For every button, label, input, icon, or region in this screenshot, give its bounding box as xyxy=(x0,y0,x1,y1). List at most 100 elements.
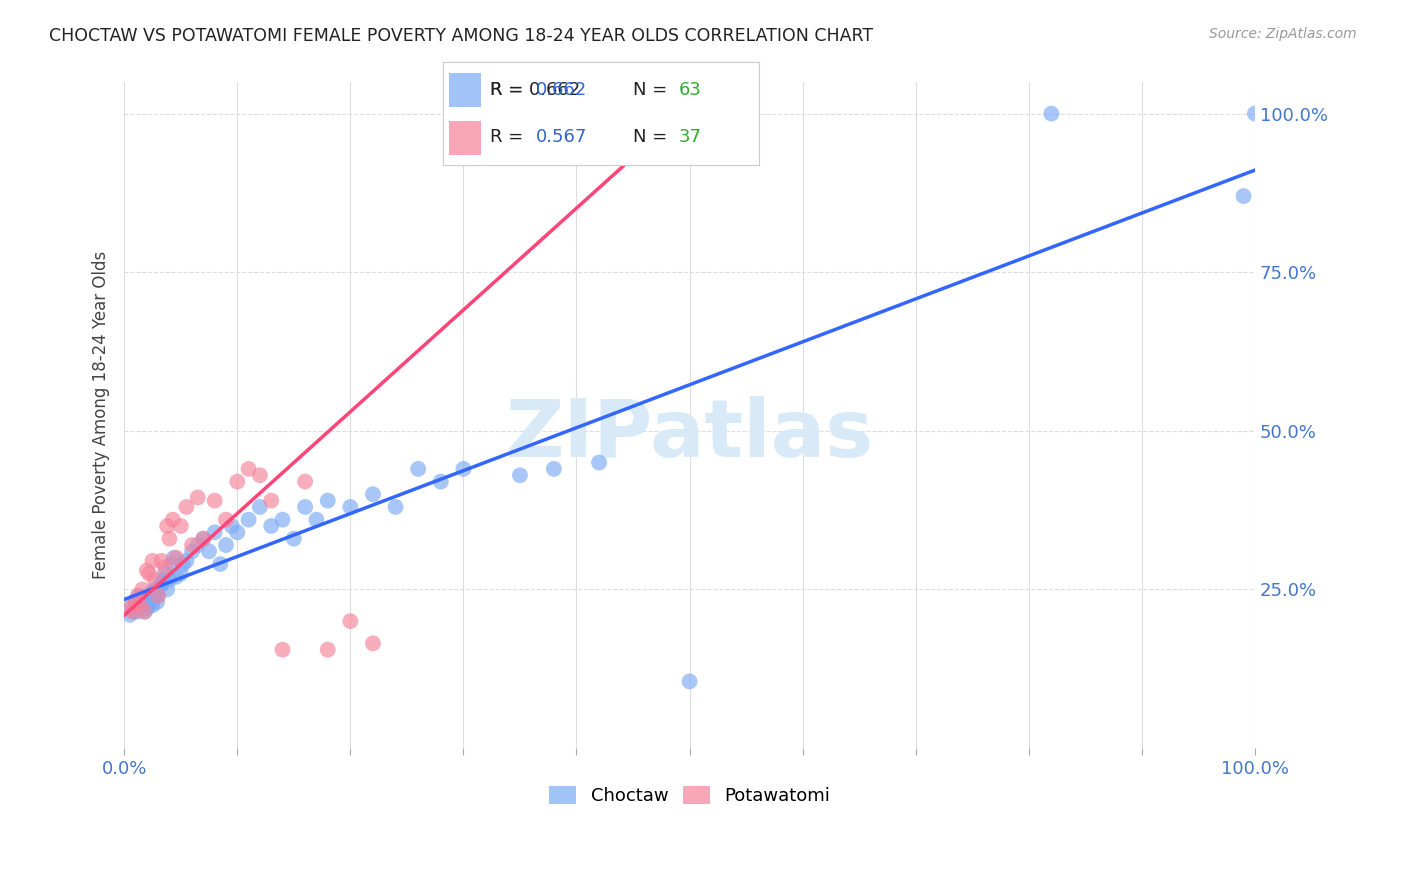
Point xyxy=(138,599,160,613)
Point xyxy=(160,557,183,571)
Point xyxy=(146,595,169,609)
Point xyxy=(226,475,249,489)
Point xyxy=(271,642,294,657)
Bar xyxy=(450,121,481,155)
Point xyxy=(193,532,215,546)
Point xyxy=(193,532,215,546)
Point xyxy=(305,513,328,527)
Point xyxy=(1244,106,1267,120)
Point xyxy=(142,591,165,606)
Point xyxy=(453,462,475,476)
Point xyxy=(150,576,173,591)
Point xyxy=(215,538,238,552)
Point xyxy=(678,674,700,689)
Point xyxy=(316,493,339,508)
Point xyxy=(156,519,179,533)
Point xyxy=(209,557,232,571)
Point xyxy=(249,500,271,514)
Point xyxy=(198,544,221,558)
Point xyxy=(131,599,153,613)
Point xyxy=(260,519,283,533)
Point xyxy=(406,462,429,476)
Point xyxy=(181,538,204,552)
Text: N =: N = xyxy=(633,81,672,99)
Point xyxy=(204,493,226,508)
Point xyxy=(163,550,186,565)
Point xyxy=(129,599,152,613)
Text: 0.662: 0.662 xyxy=(536,81,588,99)
Legend: Choctaw, Potawatomi: Choctaw, Potawatomi xyxy=(541,779,837,813)
Point xyxy=(187,491,209,505)
Point xyxy=(153,560,176,574)
Point xyxy=(361,487,384,501)
Point xyxy=(122,605,145,619)
Point xyxy=(226,525,249,540)
Point xyxy=(122,605,145,619)
Point xyxy=(131,582,153,597)
Point xyxy=(1040,106,1063,120)
Point xyxy=(548,106,571,120)
Text: R =: R = xyxy=(491,128,529,146)
Point xyxy=(153,566,176,581)
Point xyxy=(134,605,156,619)
Point xyxy=(509,468,531,483)
Point xyxy=(135,595,157,609)
Point xyxy=(339,500,361,514)
Point xyxy=(139,595,162,609)
Point xyxy=(146,589,169,603)
Point xyxy=(124,595,146,609)
Point xyxy=(204,525,226,540)
Point xyxy=(159,573,181,587)
Point xyxy=(129,591,152,606)
Point xyxy=(135,601,157,615)
Point xyxy=(124,601,146,615)
Point xyxy=(1232,189,1254,203)
Point xyxy=(260,493,283,508)
Point xyxy=(221,519,243,533)
Point xyxy=(145,589,167,603)
Point xyxy=(118,607,141,622)
Text: 0.567: 0.567 xyxy=(536,128,588,146)
Point xyxy=(294,500,316,514)
Point xyxy=(588,456,610,470)
Point xyxy=(162,513,184,527)
Text: 37: 37 xyxy=(679,128,702,146)
Point xyxy=(159,532,181,546)
Point xyxy=(249,468,271,483)
Point xyxy=(170,566,193,581)
Point xyxy=(181,544,204,558)
Point xyxy=(215,513,238,527)
Point xyxy=(149,579,172,593)
Point xyxy=(143,573,166,587)
Point xyxy=(165,570,187,584)
Text: N =: N = xyxy=(633,128,672,146)
Point xyxy=(361,636,384,650)
Point xyxy=(121,599,143,613)
Point xyxy=(138,566,160,581)
Point xyxy=(316,642,339,657)
Point xyxy=(127,589,149,603)
Point xyxy=(187,538,209,552)
Point xyxy=(118,601,141,615)
Point xyxy=(283,532,305,546)
Point xyxy=(127,605,149,619)
Point xyxy=(124,595,146,609)
Point xyxy=(176,554,198,568)
Point xyxy=(135,563,157,577)
Point xyxy=(152,573,174,587)
Point xyxy=(430,475,453,489)
Text: CHOCTAW VS POTAWATOMI FEMALE POVERTY AMONG 18-24 YEAR OLDS CORRELATION CHART: CHOCTAW VS POTAWATOMI FEMALE POVERTY AMO… xyxy=(49,27,873,45)
Text: 63: 63 xyxy=(679,81,702,99)
Y-axis label: Female Poverty Among 18-24 Year Olds: Female Poverty Among 18-24 Year Olds xyxy=(93,251,110,579)
Point xyxy=(238,513,260,527)
Point xyxy=(238,462,260,476)
Point xyxy=(515,106,537,120)
Point xyxy=(165,550,187,565)
Point xyxy=(271,513,294,527)
Point xyxy=(141,585,163,599)
Bar xyxy=(450,73,481,106)
Text: Source: ZipAtlas.com: Source: ZipAtlas.com xyxy=(1209,27,1357,41)
Point xyxy=(150,554,173,568)
Point xyxy=(531,106,554,120)
Point xyxy=(156,582,179,597)
